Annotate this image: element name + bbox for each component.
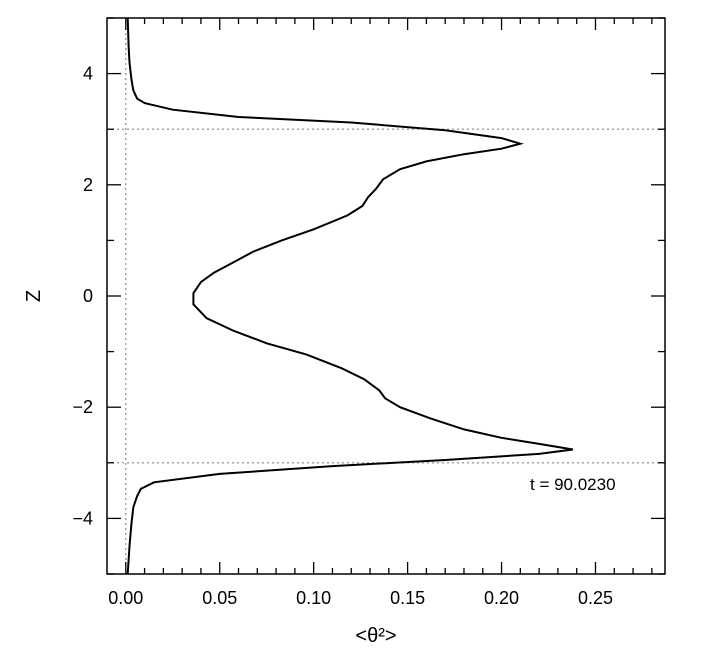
- x-axis-label: <θ²>: [355, 625, 396, 647]
- y-tick-label: 0: [83, 286, 93, 306]
- y-tick-label: 4: [83, 64, 93, 84]
- x-tick-label: 0.25: [578, 588, 613, 608]
- x-axis-ticks: 0.00 0.05 0.10 0.15 0.20 0.25: [108, 18, 653, 608]
- x-tick-label: 0.15: [390, 588, 425, 608]
- y-axis-ticks: −4 −2 0 2 4: [72, 17, 665, 575]
- x-tick-label: 0.10: [296, 588, 331, 608]
- y-tick-label: −4: [72, 508, 93, 528]
- y-axis-label: Z: [23, 290, 45, 302]
- x-tick-label: 0.20: [484, 588, 519, 608]
- x-tick-label: 0.00: [108, 588, 143, 608]
- reference-lines: [107, 18, 665, 574]
- x-tick-label: 0.05: [202, 588, 237, 608]
- series-line: [126, 17, 574, 575]
- y-tick-label: −2: [72, 397, 93, 417]
- y-tick-label: 2: [83, 175, 93, 195]
- annotation-time: t = 90.0230: [530, 475, 616, 494]
